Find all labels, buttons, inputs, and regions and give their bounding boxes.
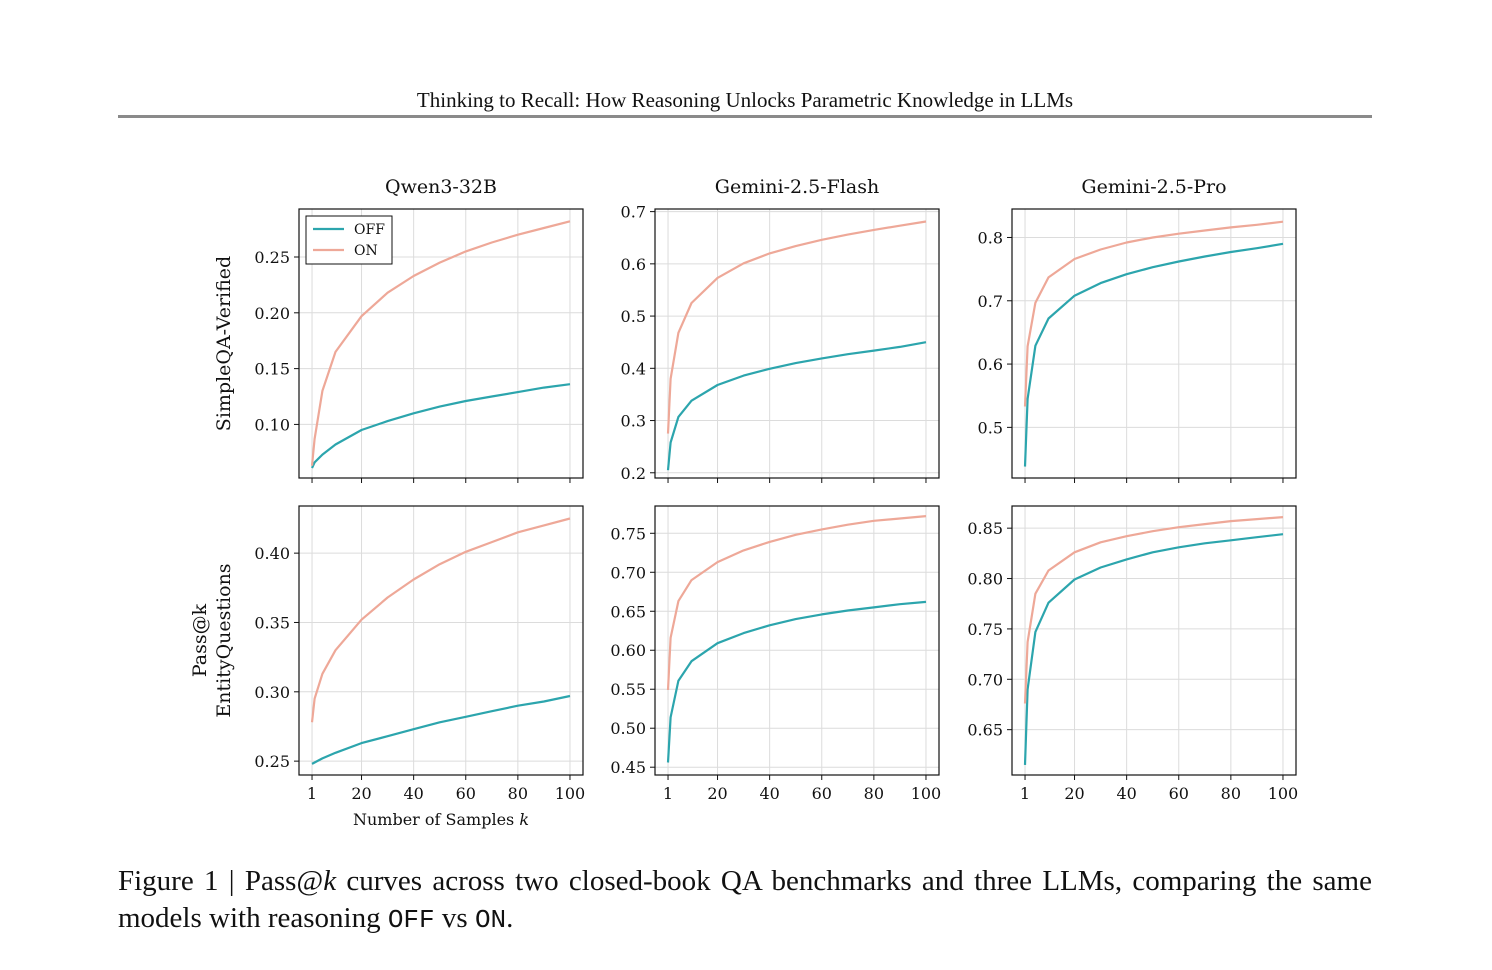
y-tick-label: 0.65 xyxy=(610,602,646,621)
y-tick-label: 0.25 xyxy=(254,248,290,267)
row-label: EntityQuestions xyxy=(213,563,235,717)
y-tick-label: 0.70 xyxy=(610,563,646,582)
figure-caption: Figure 1 | Pass@k curves across two clos… xyxy=(118,863,1372,939)
x-tick-label: 1 xyxy=(663,784,673,803)
row-label: SimpleQA-Verified xyxy=(213,256,235,431)
y-tick-label: 0.6 xyxy=(621,255,646,274)
y-tick-label: 0.80 xyxy=(967,570,1003,589)
y-tick-label: 0.65 xyxy=(967,721,1003,740)
y-tick-label: 0.60 xyxy=(610,641,646,660)
y-tick-label: 0.7 xyxy=(621,203,646,222)
panel-0-1: 0.2 0.3 0.4 0.5 0.6 0.7 xyxy=(621,203,940,483)
caption-vs: vs xyxy=(434,902,475,934)
axes-frame xyxy=(654,208,940,479)
x-tick-label: 40 xyxy=(1116,784,1136,803)
x-tick-label: 100 xyxy=(555,784,586,803)
y-tick-label: 0.7 xyxy=(978,292,1003,311)
x-tick-label: 20 xyxy=(1064,784,1084,803)
legend-label-on: ON xyxy=(354,243,378,259)
series-line-on xyxy=(1023,220,1284,407)
x-tick-label: 100 xyxy=(911,784,942,803)
y-tick-label: 0.50 xyxy=(610,719,646,738)
y-tick-label: 0.5 xyxy=(621,307,646,326)
x-tick-label: 60 xyxy=(456,784,476,803)
legend: OFF ON xyxy=(305,215,393,265)
axes-frame xyxy=(298,505,584,776)
y-tick-label: 0.45 xyxy=(610,758,646,777)
panel-0-2: 0.5 0.6 0.7 0.8 xyxy=(978,208,1297,483)
series-line-off xyxy=(311,383,571,469)
panel-0-0: 0.10 0.15 0.20 0.25 xyxy=(254,208,584,483)
y-tick-label: 0.30 xyxy=(254,683,290,702)
x-axis-label-k: k xyxy=(519,810,529,829)
panel-1-1: 0.45 0.50 0.55 0.60 0.65 0.70 0.75 1 20 40 60 80 100 xyxy=(610,505,942,803)
series-line-off xyxy=(1023,533,1284,765)
figure-pass-at-k-grid: 0.10 0.15 0.20 0.25 0.2 0.3 0.4 0.5 0.6 0.7 0.5 0.6… xyxy=(189,176,1299,829)
x-axis-label-text: Number of Samples xyxy=(353,810,519,829)
panel-1-2: 0.65 0.70 0.75 0.80 0.85 1 20 40 60 80 100 xyxy=(967,505,1299,803)
series-line-on xyxy=(310,220,571,466)
axes-frame xyxy=(654,505,940,776)
series-line-on xyxy=(310,517,571,723)
legend-box xyxy=(305,215,393,265)
x-tick-label: 60 xyxy=(1169,784,1189,803)
caption-on: ON xyxy=(474,905,507,935)
axes-frame xyxy=(1011,505,1297,776)
caption-off: OFF xyxy=(387,905,435,935)
caption-end: . xyxy=(506,902,514,934)
caption-text: curves across two closed-book QA benchma… xyxy=(118,865,1372,934)
caption-label: Figure 1 | Pass@ xyxy=(118,865,324,897)
x-tick-label: 40 xyxy=(403,784,423,803)
x-tick-label: 60 xyxy=(812,784,832,803)
axes-frame xyxy=(1011,208,1297,479)
y-tick-label: 0.70 xyxy=(967,670,1003,689)
y-tick-label: 0.10 xyxy=(254,415,290,434)
x-axis-label: Number of Samples k xyxy=(353,810,529,829)
x-tick-label: 100 xyxy=(1268,784,1299,803)
x-tick-label: 1 xyxy=(1020,784,1030,803)
x-tick-label: 40 xyxy=(759,784,779,803)
y-tick-label: 0.25 xyxy=(254,752,290,771)
axes-frame xyxy=(298,208,584,479)
column-title: Gemini-2.5-Pro xyxy=(1081,176,1226,198)
x-tick-label: 20 xyxy=(707,784,727,803)
y-tick-label: 0.35 xyxy=(254,613,290,632)
column-title: Gemini-2.5-Flash xyxy=(715,176,879,198)
y-tick-label: 0.85 xyxy=(967,519,1003,538)
y-tick-label: 0.2 xyxy=(621,464,646,483)
y-tick-label: 0.75 xyxy=(610,524,646,543)
x-tick-label: 1 xyxy=(307,784,317,803)
y-tick-label: 0.20 xyxy=(254,304,290,323)
series-line-on xyxy=(666,220,927,434)
header-rule xyxy=(118,115,1372,118)
panel-1-0: 0.25 0.30 0.35 0.40 1 20 40 60 80 100 xyxy=(254,505,586,803)
y-tick-label: 0.3 xyxy=(621,412,646,431)
x-tick-label: 80 xyxy=(864,784,884,803)
x-tick-label: 20 xyxy=(351,784,371,803)
y-tick-label: 0.5 xyxy=(978,418,1003,437)
series-line-off xyxy=(1023,242,1284,467)
x-tick-label: 80 xyxy=(1221,784,1241,803)
series-line-off xyxy=(666,341,927,471)
y-tick-label: 0.8 xyxy=(978,228,1003,247)
series-line-off xyxy=(311,694,571,765)
column-title: Qwen3-32B xyxy=(385,176,497,198)
series-line-on xyxy=(1023,516,1284,704)
y-tick-label: 0.4 xyxy=(621,359,646,378)
series-line-off xyxy=(666,600,927,763)
x-tick-label: 80 xyxy=(508,784,528,803)
y-tick-label: 0.40 xyxy=(254,544,290,563)
series-line-on xyxy=(666,515,927,691)
caption-k: k xyxy=(323,865,337,897)
row-label: Pass@k xyxy=(189,603,211,677)
y-tick-label: 0.15 xyxy=(254,360,290,379)
y-tick-label: 0.55 xyxy=(610,680,646,699)
y-tick-label: 0.75 xyxy=(967,620,1003,639)
y-tick-label: 0.6 xyxy=(978,355,1003,374)
legend-label-off: OFF xyxy=(354,222,385,238)
running-head: Thinking to Recall: How Reasoning Unlock… xyxy=(416,88,1074,112)
